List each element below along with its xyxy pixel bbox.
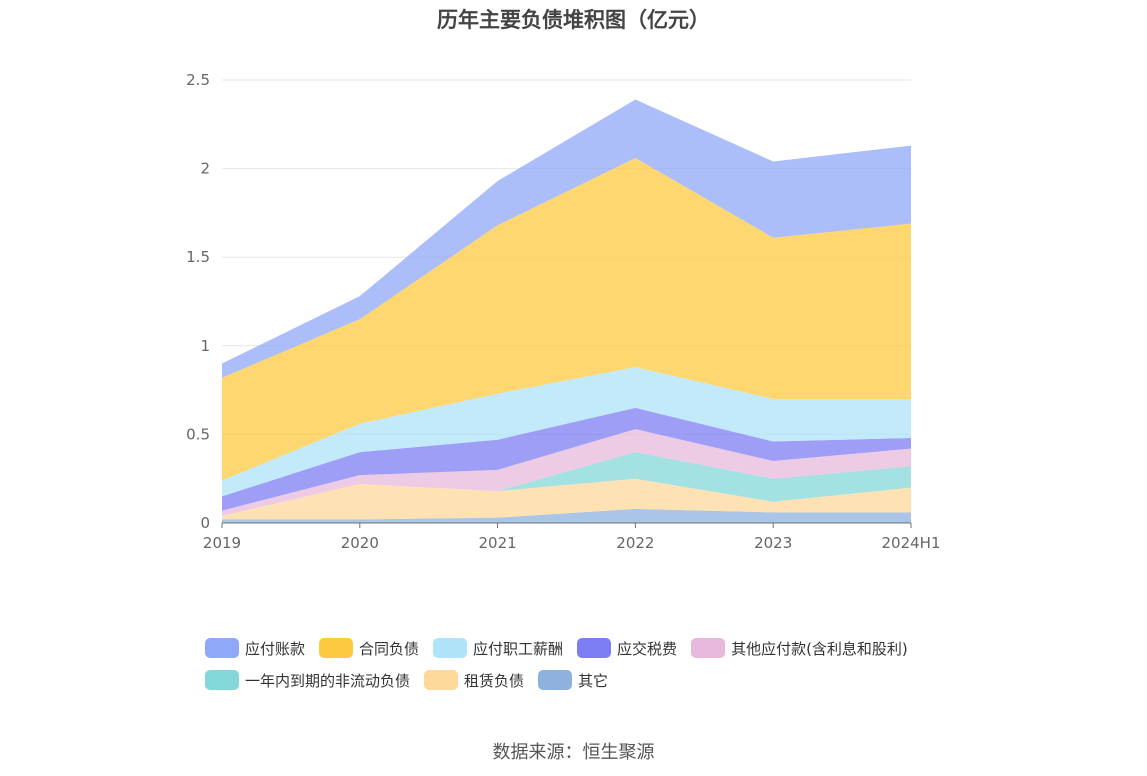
- y-tick-label: 2.5: [186, 71, 210, 89]
- x-tick-label: 2020: [341, 534, 379, 552]
- legend-item[interactable]: 其他应付款(含利息和股利): [691, 638, 908, 658]
- area-series-一年内到期的非流动负债: [222, 452, 911, 516]
- legend-swatch: [433, 638, 468, 658]
- y-tick-label: 0: [200, 514, 210, 532]
- legend-swatch: [577, 638, 612, 658]
- y-tick-label: 1.5: [186, 248, 210, 266]
- area-series-应交税费: [222, 407, 911, 511]
- legend-item[interactable]: 应付账款: [205, 638, 305, 658]
- legend-swatch: [691, 638, 726, 658]
- legend-swatch: [424, 670, 459, 690]
- legend-item[interactable]: 一年内到期的非流动负债: [205, 670, 410, 690]
- legend-label: 其他应付款(含利息和股利): [731, 639, 908, 658]
- legend-item[interactable]: 应付职工薪酬: [433, 638, 563, 658]
- legend-item[interactable]: 租赁负债: [424, 670, 524, 690]
- chart-title: 历年主要负债堆积图（亿元）: [437, 8, 710, 32]
- area-series-应付账款: [222, 99, 911, 378]
- legend-label: 合同负债: [359, 639, 420, 658]
- x-tick-label: 2021: [479, 534, 517, 552]
- legend-label: 租赁负债: [464, 671, 525, 690]
- x-tick-label: 2024H1: [882, 534, 941, 552]
- x-tick-label: 2019: [203, 534, 241, 552]
- legend-label: 一年内到期的非流动负债: [245, 671, 411, 690]
- legend-swatch: [319, 638, 354, 658]
- legend-label: 其它: [578, 671, 609, 690]
- legend-item[interactable]: 其它: [538, 670, 608, 690]
- area-series-租赁负债: [222, 478, 911, 520]
- y-tick-label: 0.5: [186, 425, 210, 443]
- stacked-area-chart: 0 0.5 1 1.5 2 2.5 2019 2020 2021 2022 2023 2024H1: [186, 71, 941, 552]
- legend-item[interactable]: 应交税费: [577, 638, 677, 658]
- legend-swatch: [205, 638, 239, 658]
- area-series-合同负债: [222, 157, 911, 481]
- legend-label: 应交税费: [617, 639, 678, 658]
- area-series-应付职工薪酬: [222, 367, 911, 497]
- y-tick-label: 2: [200, 160, 210, 178]
- legend-label: 应付账款: [245, 639, 306, 658]
- chart-legend: 应付账款 合同负债 应付职工薪酬 应交税费 其他应付款(含利息和股利) 一年内到期的非流动…: [205, 638, 965, 690]
- legend-item[interactable]: 合同负债: [319, 638, 419, 658]
- legend-swatch: [205, 670, 239, 690]
- area-series-其他应付款(含利息和股利): [222, 429, 911, 516]
- legend-label: 应付职工薪酬: [473, 639, 564, 658]
- x-tick-label: 2023: [754, 534, 792, 552]
- data-source-note: 数据来源：恒生聚源: [492, 742, 655, 763]
- y-tick-label: 1: [200, 337, 210, 355]
- area-series-其它: [222, 508, 911, 523]
- x-tick-label: 2022: [616, 534, 654, 552]
- legend-swatch: [538, 670, 573, 690]
